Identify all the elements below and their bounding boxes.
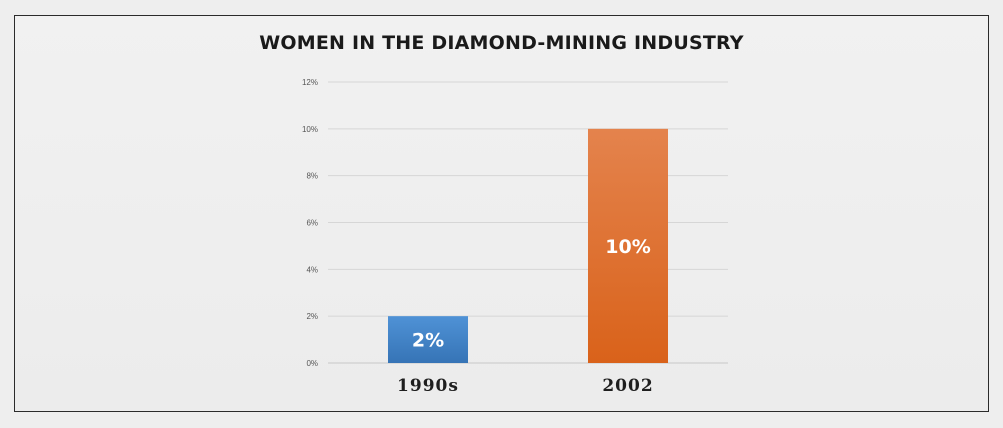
chart-frame: WOMEN IN THE DIAMOND-MINING INDUSTRY	[14, 15, 989, 412]
y-tick-label: 8%	[306, 172, 318, 181]
bar	[388, 316, 468, 363]
x-category-label: 2002	[602, 376, 653, 396]
bars: 2% 10%	[388, 128, 668, 363]
chart-title: WOMEN IN THE DIAMOND-MINING INDUSTRY	[259, 32, 744, 54]
y-axis-ticks: 0% 2% 4% 6% 8% 10% 12%	[302, 78, 318, 368]
bar-data-label: 2%	[412, 330, 444, 352]
y-tick-label: 2%	[306, 312, 318, 321]
bar-data-label: 10%	[605, 236, 650, 258]
x-category-label: 1990s	[397, 376, 459, 396]
y-tick-label: 0%	[306, 359, 318, 368]
y-tick-label: 12%	[302, 78, 318, 87]
x-axis-categories: 1990s 2002	[397, 376, 653, 396]
y-tick-label: 6%	[306, 219, 318, 228]
bar	[588, 128, 668, 363]
y-tick-label: 10%	[302, 125, 318, 134]
y-tick-label: 4%	[306, 265, 318, 274]
